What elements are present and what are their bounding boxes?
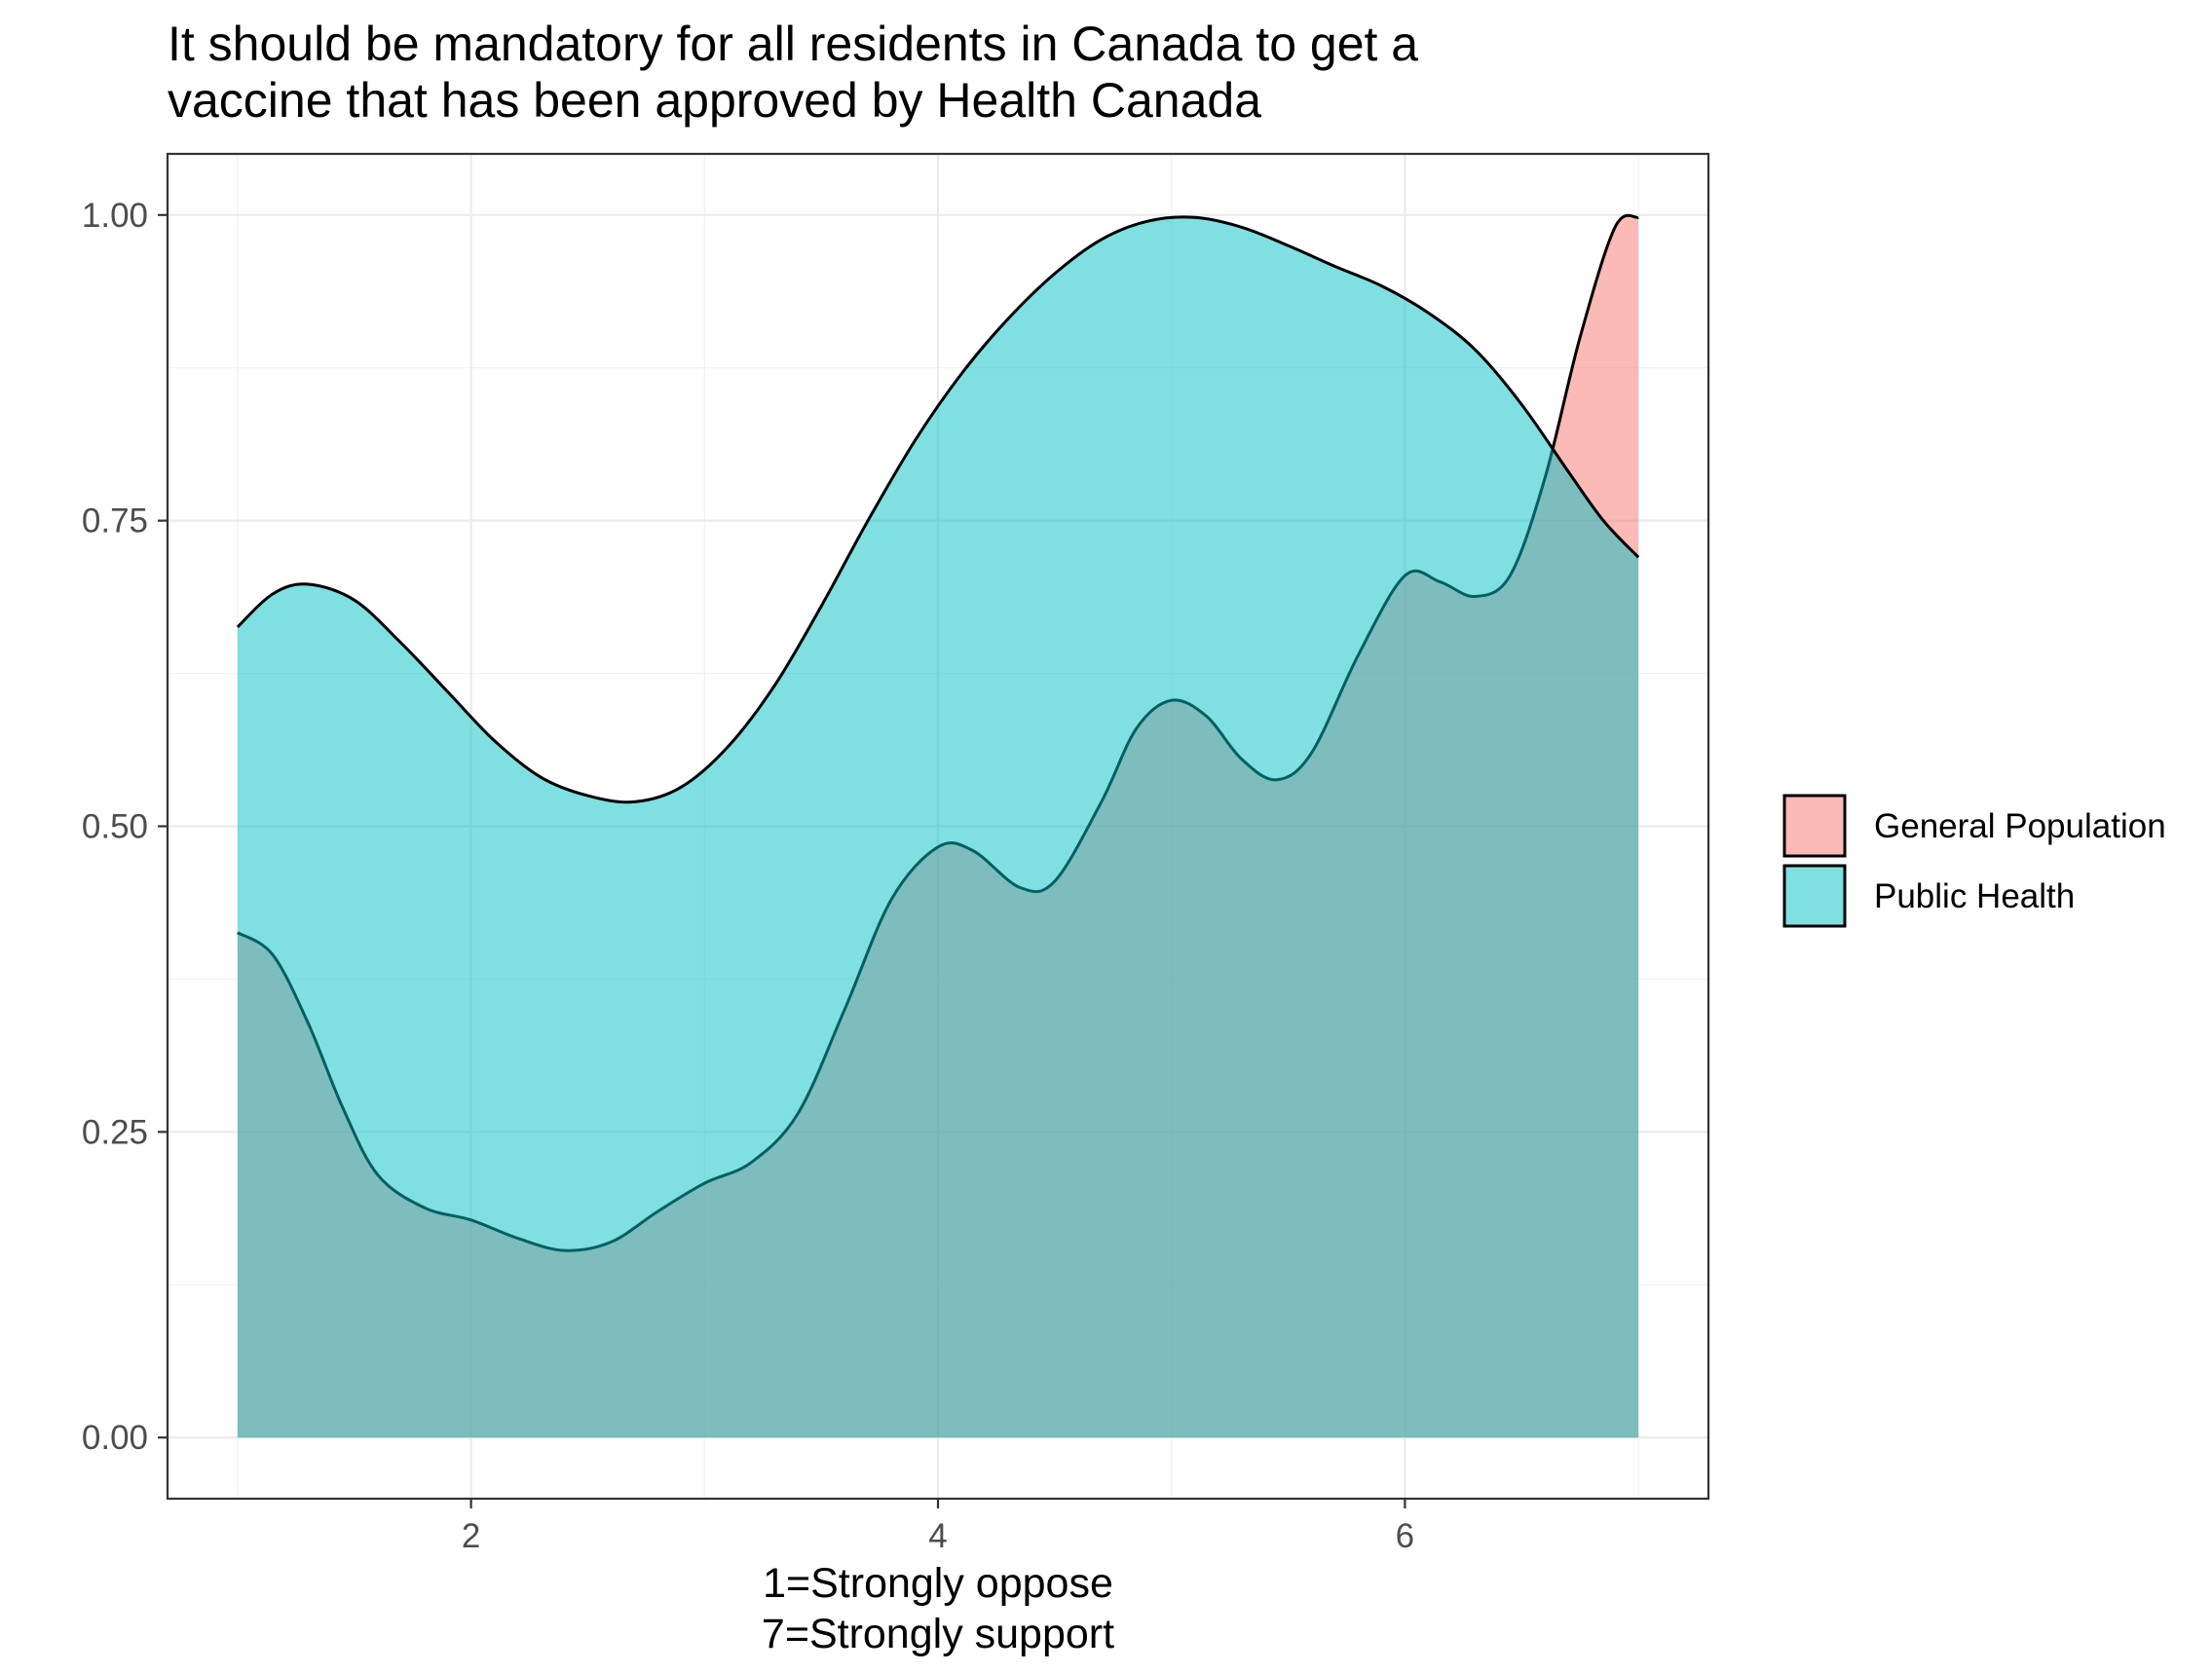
x-tick-label: 6 (1396, 1517, 1414, 1555)
legend: General Population Public Health (1782, 794, 2166, 928)
y-tick-label: 0.00 (82, 1419, 148, 1457)
chart-title-line-2: vaccine that has been approved by Health… (168, 73, 1261, 128)
legend-swatch (1782, 864, 1847, 928)
y-tick-label: 0.75 (82, 502, 148, 540)
x-axis-title-line-1: 1=Strongly oppose (763, 1560, 1113, 1607)
area-series-2 (237, 216, 1639, 1438)
legend-swatch (1782, 794, 1847, 858)
x-axis: 2 4 6 (462, 1499, 1414, 1555)
y-tick-label: 0.50 (82, 808, 148, 846)
y-axis: 0.00 0.25 0.50 0.75 1.00 (82, 197, 168, 1457)
x-axis-title-line-2: 7=Strongly support (762, 1611, 1114, 1657)
y-tick-label: 1.00 (82, 197, 148, 235)
legend-label: General Population (1874, 807, 2166, 845)
legend-label: Public Health (1874, 877, 2075, 915)
density-areas (236, 213, 1640, 1438)
x-tick-label: 4 (928, 1517, 947, 1555)
x-tick-label: 2 (462, 1517, 480, 1555)
line-series-2 (236, 215, 1640, 804)
y-tick-label: 0.25 (82, 1113, 148, 1151)
chart-title-line-1: It should be mandatory for all residents… (168, 17, 1418, 71)
